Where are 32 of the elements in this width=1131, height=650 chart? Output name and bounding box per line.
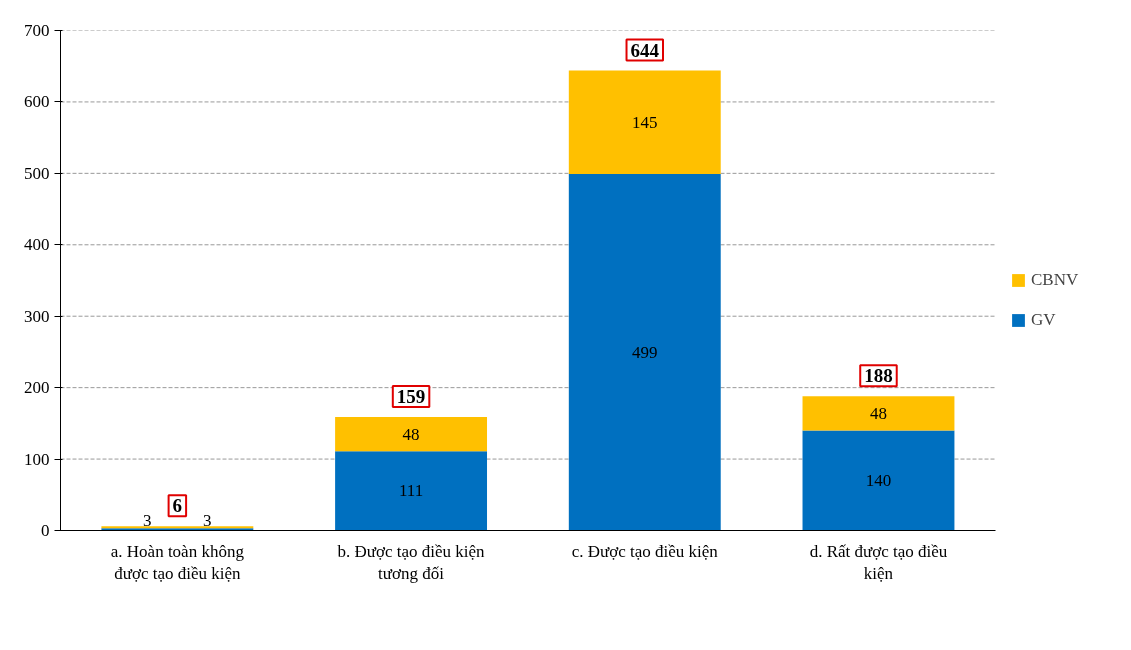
data-label: 145 (632, 112, 658, 132)
data-label: 499 (632, 342, 658, 362)
y-tick-label: 700 (24, 21, 50, 40)
bar (568, 174, 721, 531)
y-tick-label: 100 (24, 449, 50, 469)
total-label: 6 (172, 495, 183, 517)
total-label: 159 (396, 385, 426, 407)
total-label: 188 (864, 365, 893, 387)
data-label: 3 (143, 511, 152, 531)
data-label: 140 (865, 471, 892, 490)
bar (335, 416, 488, 452)
bar (568, 70, 721, 175)
legend-label: CBNV (1031, 270, 1079, 290)
x-tick-label: b. Được tạo điều kiện tương đối (337, 541, 486, 584)
y-tick-label: 0 (41, 521, 50, 540)
data-label: 48 (402, 424, 420, 444)
total-label: 644 (630, 39, 660, 61)
y-tick-label: 300 (24, 306, 50, 326)
y-tick-label: 500 (24, 163, 50, 183)
y-tick-label: 200 (24, 378, 50, 398)
x-tick-label: d. Rất được tạo điều kiện (809, 541, 948, 584)
y-tick-label: 600 (24, 92, 50, 112)
y-tick-label: 400 (24, 235, 50, 255)
data-label: 3 (203, 511, 212, 531)
legend-label: GV (1031, 310, 1056, 330)
bar (802, 430, 955, 531)
x-tick-label: a. Hoàn toàn không được tạo điều kiện (110, 541, 245, 584)
data-label: 111 (398, 481, 424, 501)
bar (335, 451, 488, 531)
data-label: 48 (869, 403, 887, 423)
x-tick-label: c. Được tạo điều kiện (571, 541, 719, 561)
bar (802, 396, 955, 431)
